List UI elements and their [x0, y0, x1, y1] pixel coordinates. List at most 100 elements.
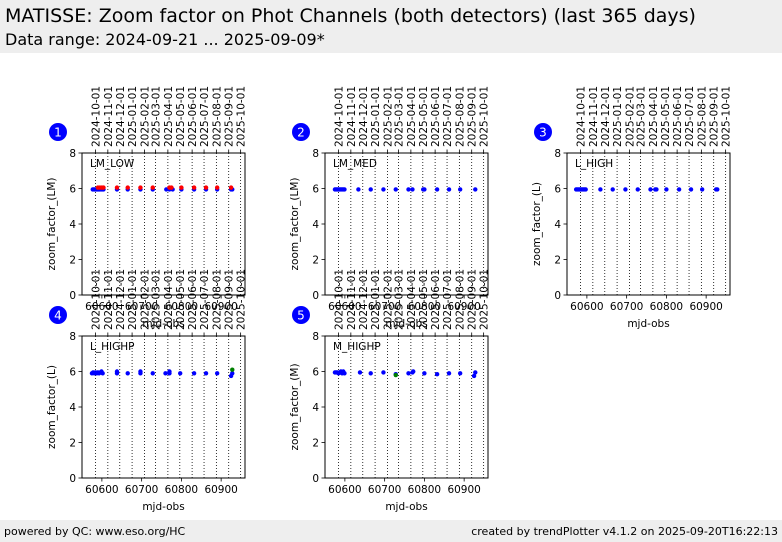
date-tick-label: 2024-10-01: [91, 86, 103, 147]
series-label: L_HIGH: [575, 158, 613, 170]
date-tick-label: 2025-01-01: [127, 86, 139, 147]
date-tick-label: 2025-09-01: [709, 86, 721, 147]
plot-frame: [324, 335, 489, 479]
y-tick-label: 8: [312, 331, 319, 343]
date-tick-label: 2025-07-01: [442, 86, 454, 147]
y-tick-label: 8: [69, 331, 76, 343]
date-tick-label: 2025-08-01: [454, 86, 466, 147]
y-tick-label: 6: [312, 184, 319, 196]
x-tick-label: 60700: [368, 484, 401, 496]
panel-number: 2: [297, 126, 305, 140]
date-tick-label: 2025-03-01: [394, 86, 406, 147]
x-tick-label: 60700: [125, 301, 158, 313]
data-point: [457, 187, 463, 192]
date-tick-label: 2025-06-01: [672, 86, 684, 147]
date-tick-label: 2025-03-01: [151, 269, 163, 330]
data-point: [114, 369, 120, 374]
y-tick-label: 4: [554, 219, 561, 231]
data-point: [406, 187, 411, 192]
date-tick-label: 2024-12-01: [600, 86, 612, 147]
data-point: [100, 371, 105, 376]
y-tick-label: 6: [312, 367, 319, 379]
data-point: [583, 187, 588, 192]
date-tick-label: 2025-08-01: [696, 86, 708, 147]
data-point: [203, 185, 209, 190]
x-axis-label: mjd-obs: [627, 318, 669, 330]
date-tick-label: 2024-11-01: [103, 86, 115, 147]
x-tick-label: 60900: [447, 484, 480, 496]
data-point: [699, 187, 705, 192]
y-tick-label: 8: [554, 148, 561, 160]
data-point: [434, 371, 440, 377]
date-tick-label: 2025-03-01: [151, 86, 163, 147]
series-label: M_HIGHP: [333, 341, 381, 353]
date-tick-label: 2024-11-01: [103, 269, 115, 330]
data-point: [393, 187, 398, 192]
date-tick-label: 2025-08-01: [211, 269, 223, 330]
data-point: [368, 371, 373, 376]
data-point: [179, 185, 184, 190]
x-tick-label: 60600: [328, 301, 361, 313]
subplot-4: 2024-10-01 2024-11-01 2024-12-01 2025-01-01…: [46, 269, 248, 513]
y-axis-label: zoom_factor_(L): [531, 182, 543, 266]
date-tick-label: 2025-01-01: [370, 269, 382, 330]
data-point: [688, 187, 694, 192]
x-tick-label: 60600: [85, 484, 118, 496]
panel-number-badge: [292, 306, 310, 324]
data-point: [230, 367, 235, 372]
date-tick-label: 2024-12-01: [115, 269, 127, 330]
data-point: [381, 370, 386, 375]
y-axis-label: zoom_factor_(LM): [46, 178, 58, 271]
data-point: [393, 372, 398, 378]
date-tick-label: 2024-10-01: [576, 86, 588, 147]
date-tick-label: 2025-01-01: [370, 86, 382, 147]
data-point: [230, 371, 235, 376]
data-point: [410, 187, 415, 192]
x-axis-label: mjd-obs: [385, 318, 427, 330]
data-point: [635, 187, 640, 192]
data-point: [406, 371, 411, 376]
panel-number: 4: [54, 309, 62, 323]
x-axis-label: mjd-obs: [385, 501, 427, 513]
date-tick-label: 2025-10-01: [236, 269, 248, 330]
date-tick-label: 2025-05-01: [418, 86, 430, 147]
date-tick-label: 2025-07-01: [199, 269, 211, 330]
date-tick-label: 2025-06-01: [187, 86, 199, 147]
data-point: [150, 371, 155, 376]
date-tick-label: 2024-10-01: [334, 269, 346, 330]
page-title: MATISSE: Zoom factor on Phot Channels (b…: [5, 5, 696, 27]
data-point: [138, 369, 143, 374]
footer-timestamp: created by trendPlotter v4.1.2 on 2025-0…: [471, 525, 778, 538]
date-tick-label: 2025-04-01: [648, 86, 660, 147]
data-point: [203, 371, 209, 376]
plot-frame: [81, 335, 246, 479]
date-tick-label: 2024-12-01: [115, 86, 127, 147]
date-tick-label: 2025-09-01: [467, 86, 479, 147]
x-axis-label: mjd-obs: [142, 318, 184, 330]
date-tick-label: 2025-09-01: [224, 86, 236, 147]
data-point: [191, 185, 197, 190]
date-tick-label: 2025-06-01: [430, 86, 442, 147]
y-axis-label: zoom_factor_(LM): [289, 178, 301, 271]
data-point: [598, 187, 603, 192]
x-tick-label: 60900: [204, 301, 237, 313]
panel-number: 5: [297, 309, 305, 323]
date-tick-label: 2025-04-01: [163, 86, 175, 147]
date-tick-label: 2025-04-01: [406, 86, 418, 147]
x-tick-label: 60900: [689, 301, 722, 313]
date-tick-label: 2025-10-01: [479, 269, 491, 330]
date-tick-label: 2025-09-01: [224, 269, 236, 330]
data-point: [676, 187, 682, 192]
data-point: [169, 185, 174, 190]
data-point: [342, 187, 347, 192]
footer-bar: powered by QC: www.eso.org/HC created by…: [0, 520, 782, 542]
date-tick-label: 2025-01-01: [127, 269, 139, 330]
data-point: [138, 185, 143, 190]
data-point: [177, 371, 183, 376]
date-tick-label: 2025-04-01: [163, 269, 175, 330]
x-tick-label: 60800: [650, 301, 683, 313]
data-point: [715, 187, 720, 192]
date-tick-label: 2025-07-01: [684, 86, 696, 147]
y-tick-label: 2: [312, 438, 319, 450]
